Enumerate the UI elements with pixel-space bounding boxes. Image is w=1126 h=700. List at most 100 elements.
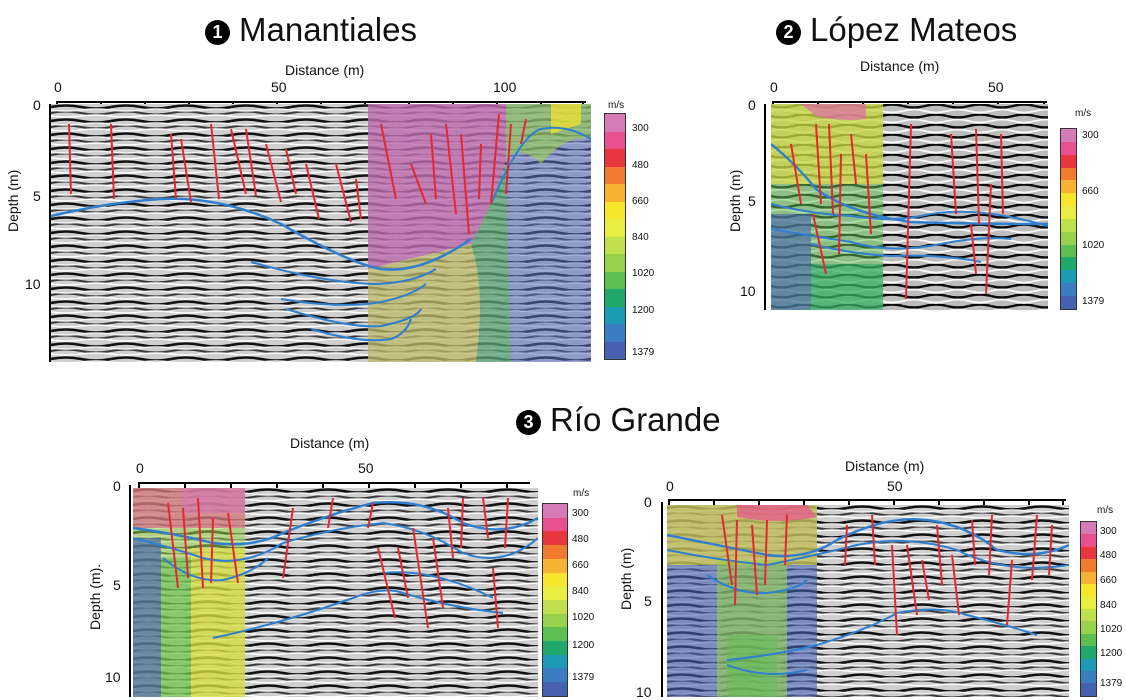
colorbar-segment xyxy=(605,166,625,184)
colorbar-segment xyxy=(543,613,567,628)
panel-title: Río Grande xyxy=(550,401,721,438)
colorbar-segment xyxy=(605,324,625,342)
colorbar-label: 1379 xyxy=(1082,296,1105,307)
colorbar-segment xyxy=(1061,231,1076,245)
colorbar-segment xyxy=(1061,283,1076,296)
colorbar-segment xyxy=(543,654,567,669)
depth-axis-label: Depth (m) xyxy=(618,547,634,610)
colorbar-segment xyxy=(1081,584,1096,597)
colorbar-unit: m/s xyxy=(1097,505,1114,516)
colorbar-segment xyxy=(543,627,567,642)
gpr-section-manantiales xyxy=(51,104,591,362)
y-tick-label: 5 xyxy=(748,193,756,209)
colorbar-label: 300 xyxy=(1100,526,1117,537)
x-tick-label: 50 xyxy=(271,79,287,95)
title-lopez-mateos: 2 López Mateos xyxy=(776,13,1017,46)
colorbar-segment xyxy=(1081,522,1096,535)
colorbar-segment xyxy=(543,517,567,532)
colorbar-segment xyxy=(1061,193,1076,207)
colorbar-label: 660 xyxy=(1082,186,1099,197)
x-axis-line xyxy=(668,499,1066,509)
colorbar-segment xyxy=(1061,257,1076,271)
colorbar xyxy=(542,503,568,697)
colorbar-label: 1379 xyxy=(632,347,655,358)
x-axis-line xyxy=(138,482,530,492)
colorbar-segment xyxy=(1081,646,1096,659)
colorbar-segment xyxy=(1081,534,1096,547)
colorbar-label: 660 xyxy=(572,560,589,571)
colorbar-label: 300 xyxy=(572,508,589,519)
x-tick-label: 0 xyxy=(54,79,62,95)
colorbar-segment xyxy=(605,289,625,307)
colorbar-unit: m/s xyxy=(573,488,590,499)
colorbar-segment xyxy=(605,131,625,149)
x-tick-label: 0 xyxy=(666,478,674,494)
colorbar-segment xyxy=(543,572,567,587)
colorbar-segment xyxy=(1081,658,1096,672)
y-tick-label: 5 xyxy=(644,593,652,609)
colorbar-label: 660 xyxy=(632,196,649,207)
colorbar-label: 840 xyxy=(1100,600,1117,611)
title-manantiales: 1 Manantiales xyxy=(205,13,417,46)
y-tick-label: 0 xyxy=(113,478,121,494)
colorbar-label: 300 xyxy=(1082,130,1099,141)
colorbar-segment xyxy=(543,682,567,696)
distance-axis-label: Distance (m) xyxy=(285,62,365,78)
colorbar-segment xyxy=(605,184,625,202)
colorbar-segment xyxy=(1061,180,1076,194)
colorbar-label: 1020 xyxy=(632,268,655,279)
x-tick-label: 50 xyxy=(887,478,903,494)
colorbar-segment xyxy=(543,668,567,683)
y-tick-label: 0 xyxy=(33,97,41,113)
colorbar-label: 300 xyxy=(632,123,649,134)
colorbar-unit: m/s xyxy=(608,100,625,111)
colorbar-segment xyxy=(1061,295,1076,309)
colorbar-label: 480 xyxy=(1100,550,1117,561)
colorbar-segment xyxy=(1081,608,1096,622)
y-tick-label: 10 xyxy=(636,684,652,700)
colorbar-segment xyxy=(605,149,625,167)
y-axis-line xyxy=(49,104,51,362)
colorbar-segment xyxy=(605,201,625,219)
panel-number-badge: 2 xyxy=(776,20,801,45)
colorbar-label: 1020 xyxy=(572,612,595,623)
x-tick-label: 100 xyxy=(493,79,517,95)
colorbar-segment xyxy=(605,236,625,254)
distance-axis-label: Distance (m) xyxy=(845,458,925,474)
colorbar-segment xyxy=(1061,270,1076,284)
colorbar-label: 1200 xyxy=(1100,648,1123,659)
colorbar-segment xyxy=(605,306,625,324)
y-axis-line xyxy=(661,502,663,697)
y-tick-label: 5 xyxy=(113,577,121,593)
panel-title: Manantiales xyxy=(239,11,417,48)
x-tick-label: 0 xyxy=(770,79,778,95)
gpr-section-lopez-mateos xyxy=(771,104,1048,310)
colorbar-segment xyxy=(605,114,625,132)
colorbar-segment xyxy=(543,586,567,600)
colorbar-label: 660 xyxy=(1100,575,1117,586)
colorbar-segment xyxy=(605,254,625,272)
colorbar-label: 840 xyxy=(572,586,589,597)
colorbar-label: 1020 xyxy=(1082,240,1105,251)
colorbar-unit: m/s xyxy=(1075,108,1092,119)
colorbar-segment xyxy=(1061,141,1076,155)
colorbar-label: 1379 xyxy=(1100,678,1123,689)
colorbar-segment xyxy=(1081,571,1096,585)
colorbar-segment xyxy=(543,641,567,655)
colorbar-segment xyxy=(1081,683,1096,696)
colorbar-label: 480 xyxy=(632,160,649,171)
colorbar-segment xyxy=(605,219,625,237)
colorbar-segment xyxy=(1061,167,1076,181)
panel-number-badge: 1 xyxy=(205,20,230,45)
colorbar-segment xyxy=(543,504,567,518)
colorbar-segment xyxy=(1081,671,1096,684)
colorbar-segment xyxy=(543,545,567,559)
colorbar-segment xyxy=(543,558,567,573)
distance-axis-label: Distance (m) xyxy=(290,435,370,451)
x-tick-label: 50 xyxy=(988,79,1004,95)
y-tick-label: 0 xyxy=(748,97,756,113)
distance-axis-label: Distance (m) xyxy=(860,58,940,74)
colorbar-segment xyxy=(1081,621,1096,634)
colorbar-segment xyxy=(1061,206,1076,219)
y-tick-label: 10 xyxy=(740,283,756,299)
